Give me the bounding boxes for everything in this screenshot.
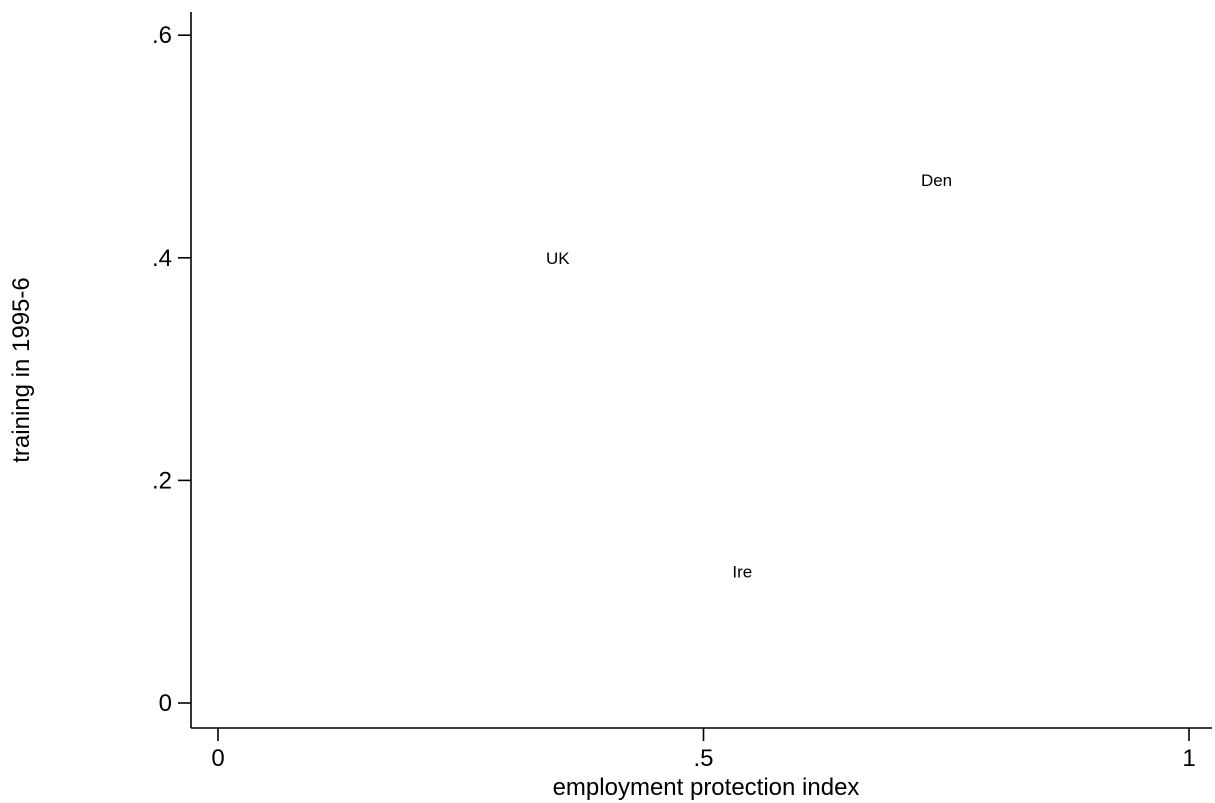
y-tick-label: .4	[152, 245, 172, 272]
x-axis-title: employment protection index	[553, 774, 860, 801]
data-points: UKIreDenFinBelNetAusGerFraSpaItaPor	[546, 171, 952, 582]
axes	[190, 12, 1212, 729]
x-tick-label: 0	[211, 745, 224, 772]
y-ticks: 0 .2 .4 .6	[152, 22, 191, 717]
y-axis-title: training in 1995-6	[8, 277, 35, 462]
point-label-uk: UK	[546, 249, 570, 268]
point-label-ire: Ire	[732, 563, 752, 582]
y-tick-label: 0	[159, 690, 172, 717]
x-tick-label: 1	[1182, 745, 1195, 772]
x-tick-label: .5	[693, 745, 713, 772]
y-tick-label: .2	[152, 467, 172, 494]
x-ticks: 0.511.52	[211, 728, 1196, 772]
y-tick-label: .6	[152, 22, 172, 49]
point-label-den: Den	[921, 171, 952, 190]
